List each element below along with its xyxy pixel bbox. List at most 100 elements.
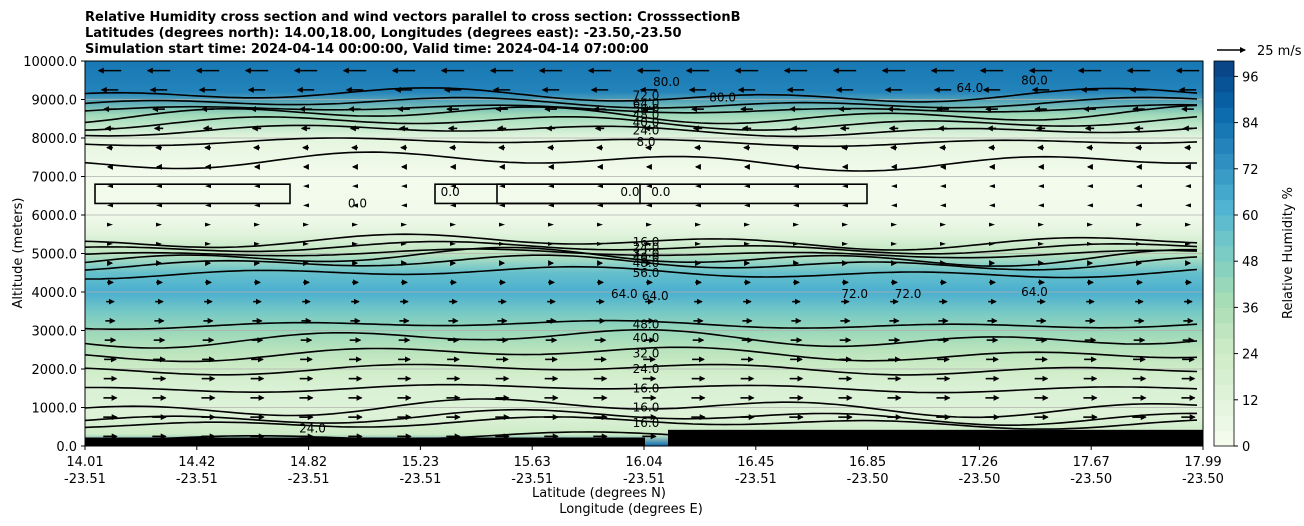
wind-vector-270 — [940, 222, 946, 227]
colorbar-tick-label-3: 36 — [1242, 301, 1259, 316]
wind-vector-233 — [254, 241, 260, 246]
contour-label-extra-11: 0.0 — [651, 185, 670, 199]
contour-line-5 — [85, 363, 1198, 376]
x-tick-label-lat-3: 15.23 — [402, 455, 439, 470]
colorbar-band-8 — [1214, 307, 1234, 324]
wind-vector-230 — [107, 241, 113, 246]
contour-label-6: 32.0 — [633, 347, 660, 361]
colorbar-tick-label-1: 12 — [1242, 394, 1259, 409]
wind-vector-260 — [450, 222, 456, 227]
colorbar-tick-label-0: 0 — [1242, 440, 1250, 455]
contour-line-2 — [85, 408, 1197, 426]
wind-vector-312 — [744, 184, 750, 189]
wind-vector-247 — [940, 241, 946, 246]
wind-vector-289 — [744, 203, 750, 208]
wind-vector-239 — [548, 241, 554, 246]
y-axis-ticks: 0.0 1000.0 2000.0 3000.0 4000.0 5000.0 6000.0 7… — [23, 55, 85, 455]
contour-label-18: 40.0 — [633, 116, 660, 130]
x-tick-label-lat-7: 16.85 — [849, 455, 886, 470]
contour-label-3: 16.0 — [633, 401, 660, 415]
contour-label-9: 56.0 — [633, 266, 660, 280]
contour-label-extra-2: 72.0 — [841, 287, 868, 301]
wind-vector-243 — [744, 241, 750, 246]
y-tick-label-1: 1000.0 — [32, 402, 78, 417]
wind-vector-274 — [1136, 222, 1142, 227]
contour-line-17 — [85, 124, 1198, 138]
x-tick-label-lat-0: 14.01 — [66, 455, 103, 470]
wind-vector-283 — [450, 203, 456, 208]
colorbar-band-12 — [1214, 245, 1234, 262]
zero-contour-box-0 — [94, 183, 291, 205]
wind-vector-282 — [401, 203, 407, 208]
wind-vector-319 — [1087, 184, 1093, 189]
contour-line-12 — [85, 248, 1198, 259]
contour-line-21 — [85, 96, 1198, 109]
wind-vector-256 — [254, 222, 260, 227]
contour-line-8 — [85, 319, 1198, 330]
x-tick-label-lon-8: -23.50 — [958, 472, 1000, 487]
contour-label-12: 32.0 — [633, 247, 660, 261]
quiver-key-label: 25 m/s — [1257, 44, 1302, 59]
contour-label-17: 24.0 — [633, 123, 660, 137]
wind-vector-271 — [989, 222, 995, 227]
colorbar-band-10 — [1214, 276, 1234, 293]
colorbar-band-6 — [1214, 338, 1234, 355]
contour-label-16: 8.0 — [636, 135, 655, 149]
wind-vector-276 — [107, 203, 113, 208]
wind-vector-320 — [1136, 184, 1142, 189]
wind-vectors — [97, 67, 1200, 440]
contour-line-9 — [85, 265, 1198, 280]
wind-vector-238 — [499, 241, 505, 246]
colorbar-band-24 — [1214, 61, 1234, 77]
wind-vector-241 — [646, 241, 652, 246]
colorbar-band-16 — [1214, 184, 1234, 201]
colorbar-tick-label-4: 48 — [1242, 255, 1259, 270]
contour-label-10: 48.0 — [633, 256, 660, 270]
wind-vector-257 — [303, 222, 309, 227]
wind-vector-264 — [646, 222, 652, 227]
wind-vector-254 — [156, 222, 162, 227]
x-axis-ticks: 14.01 -23.51 14.42 -23.51 14.82 -23.51 15.23 -2… — [64, 446, 1224, 487]
chart-title-line-2: Latitudes (degrees north): 14.00,18.00, … — [85, 26, 682, 41]
colorbar-tick-label-8: 96 — [1242, 70, 1259, 85]
wind-vector-284 — [499, 203, 505, 208]
x-tick-label-lon-2: -23.51 — [288, 472, 330, 487]
colorbar-band-22 — [1214, 91, 1234, 108]
colorbar-band-3 — [1214, 384, 1234, 401]
contour-line-14 — [85, 233, 1198, 251]
x-tick-label-lon-4: -23.51 — [511, 472, 553, 487]
x-tick-label-lat-2: 14.82 — [290, 455, 327, 470]
colorbar-band-11 — [1214, 261, 1234, 278]
wind-vector-259 — [401, 222, 407, 227]
wind-vector-275 — [1185, 222, 1191, 227]
colorbar-band-23 — [1214, 76, 1234, 93]
y-tick-label-7: 7000.0 — [32, 171, 78, 186]
wind-vector-265 — [695, 222, 701, 227]
wind-vector-263 — [597, 222, 603, 227]
wind-vector-306 — [450, 184, 456, 189]
contour-line-19 — [85, 104, 1198, 125]
wind-vector-292 — [891, 203, 897, 208]
contour-line-3 — [85, 398, 1198, 419]
wind-vector-314 — [842, 184, 848, 189]
contour-label-22: 72.0 — [633, 89, 660, 103]
wind-vector-277 — [156, 203, 162, 208]
contour-label-extra-1: 64.0 — [642, 289, 669, 303]
y-tick-label-2: 2000.0 — [32, 363, 78, 378]
wind-vector-258 — [352, 222, 358, 227]
colorbar-band-14 — [1214, 215, 1234, 231]
x-tick-label-lon-3: -23.51 — [399, 472, 441, 487]
wind-vector-311 — [695, 184, 701, 189]
wind-vector-262 — [548, 222, 554, 227]
wind-vector-310 — [646, 184, 652, 189]
colorbar-ticks: 0 12 24 36 48 60 72 84 96 — [1234, 70, 1259, 455]
wind-vector-281 — [352, 203, 358, 208]
wind-vector-293 — [940, 203, 946, 208]
wind-vector-318 — [1038, 184, 1044, 189]
zero-contour-box-2 — [496, 183, 868, 205]
wind-vector-278 — [205, 203, 211, 208]
colorbar-band-20 — [1214, 122, 1234, 139]
contour-label-extra-9: 0.0 — [441, 185, 460, 199]
contour-line-11 — [85, 246, 1197, 267]
